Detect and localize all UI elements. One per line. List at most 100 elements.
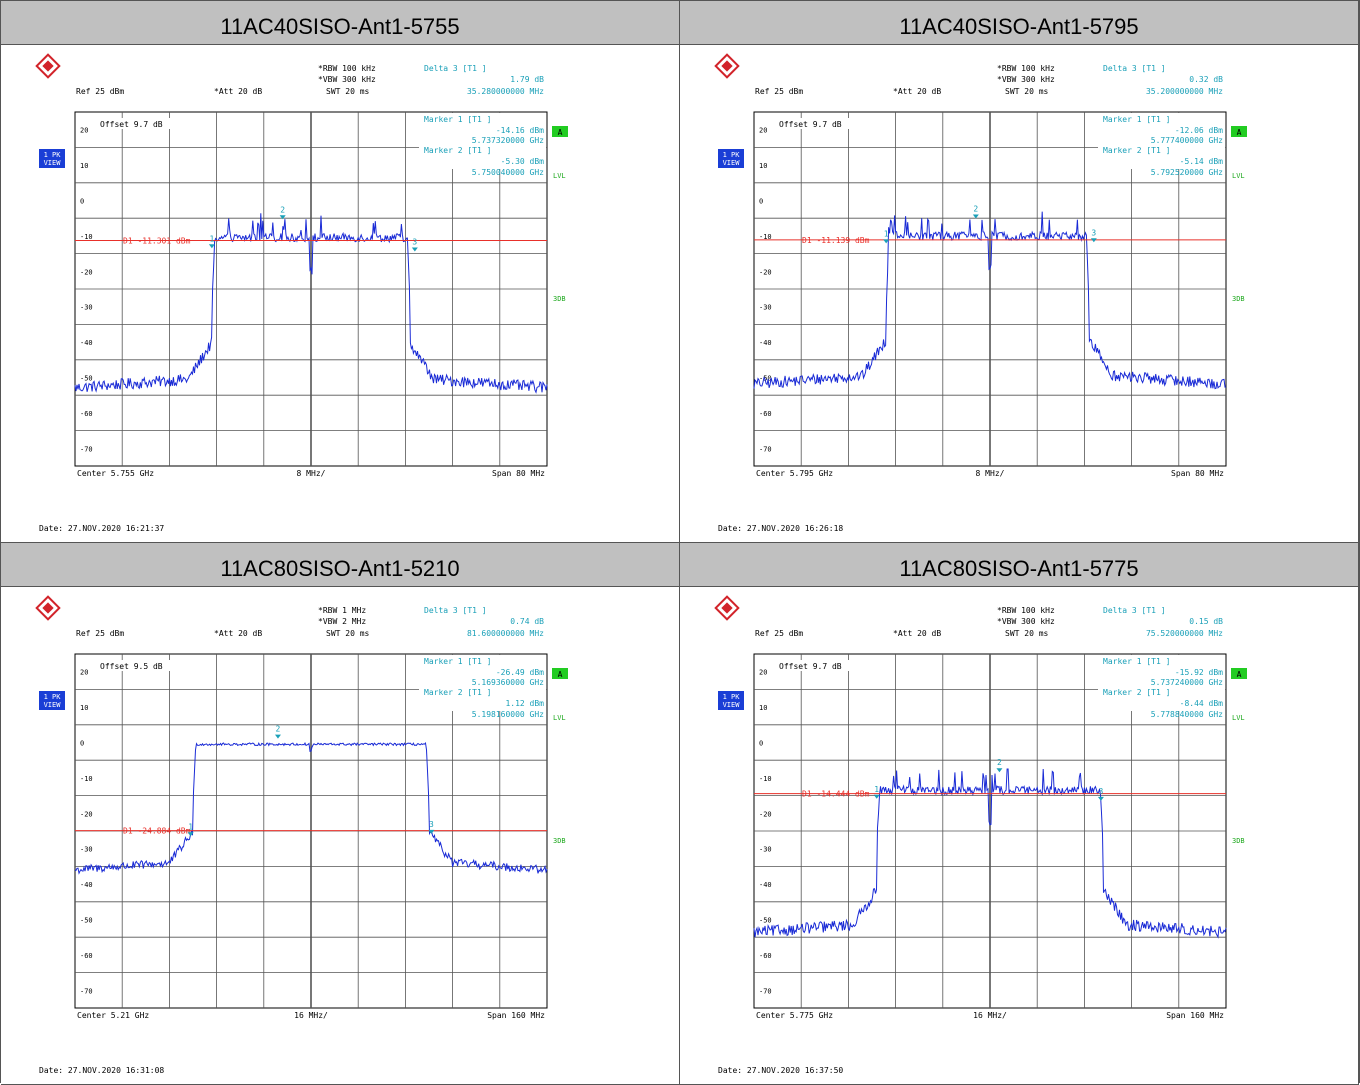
date-label: Date: 27.NOV.2020 16:31:08 xyxy=(39,1066,164,1075)
lvl-label: LVL xyxy=(1232,172,1245,180)
marker-triangle-icon xyxy=(996,768,1003,773)
rbw-label: *RBW 100 kHz xyxy=(997,64,1055,73)
sweep-time-label: SWT 20 ms xyxy=(1005,629,1049,638)
y-tick-label: -30 xyxy=(759,304,772,312)
marker-number: 3 xyxy=(1091,228,1096,237)
delta-marker-label: Delta 3 [T1 ] xyxy=(1103,606,1166,615)
a-badge-label: A xyxy=(1237,128,1242,137)
y-tick-label: 20 xyxy=(80,669,88,677)
y-tick-label: -70 xyxy=(759,987,772,995)
chart-panel: 11AC40SISO-Ant1-5755 Ref 25 dBm *Att 20 d… xyxy=(1,1,680,543)
marker2-freq: 5.750040000 GHz xyxy=(472,168,544,177)
sweep-time-label: SWT 20 ms xyxy=(1005,87,1049,96)
a-badge xyxy=(1231,668,1247,679)
trace-badge xyxy=(718,691,744,710)
y-tick-label: -40 xyxy=(80,881,93,889)
lvl-label: LVL xyxy=(553,714,566,722)
y-tick-label: -20 xyxy=(80,810,93,818)
db3-label: 3DB xyxy=(553,837,566,845)
y-tick-label: -20 xyxy=(80,268,93,276)
marker2-freq: 5.198160000 GHz xyxy=(472,710,544,719)
offset-box xyxy=(97,660,201,671)
display-line-label: D1 -11.301 dBm xyxy=(123,237,191,246)
delta-marker-value: 0.15 dB xyxy=(1189,617,1223,626)
y-tick-label: -40 xyxy=(80,339,93,347)
y-tick-label: -60 xyxy=(80,410,93,418)
attenuation-label: *Att 20 dB xyxy=(214,87,262,96)
y-tick-label: -70 xyxy=(80,445,93,453)
marker1-level: -15.92 dBm xyxy=(1175,668,1223,677)
marker2-freq: 5.778840000 GHz xyxy=(1151,710,1223,719)
a-badge-label: A xyxy=(558,128,563,137)
y-tick-label: -70 xyxy=(759,445,772,453)
marker2-level: -8.44 dBm xyxy=(1180,699,1224,708)
vbw-label: *VBW 300 kHz xyxy=(997,75,1055,84)
y-tick-label: -60 xyxy=(80,952,93,960)
display-line-label: D1 -14.444 dBm xyxy=(802,790,870,799)
marker2-label: Marker 2 [T1 ] xyxy=(1103,146,1170,155)
marker2-label: Marker 2 [T1 ] xyxy=(424,688,491,697)
y-tick-label: 10 xyxy=(759,704,767,712)
trace-badge-view: VIEW xyxy=(723,159,741,167)
marker1-level: -26.49 dBm xyxy=(496,668,544,677)
y-tick-label: -10 xyxy=(759,233,772,241)
chart-panel: 11AC80SISO-Ant1-5775 Ref 25 dBm *Att 20 d… xyxy=(680,543,1359,1085)
marker1-label: Marker 1 [T1 ] xyxy=(424,657,491,666)
marker-number: 1 xyxy=(874,785,879,794)
marker-number: 1 xyxy=(188,822,193,831)
marker1-freq: 5.737240000 GHz xyxy=(1151,678,1223,687)
delta-marker-label: Delta 3 [T1 ] xyxy=(1103,64,1166,73)
rohde-schwarz-logo-icon xyxy=(714,53,740,79)
marker-triangle-icon xyxy=(187,832,194,837)
marker2-label: Marker 2 [T1 ] xyxy=(424,146,491,155)
y-tick-label: -60 xyxy=(759,410,772,418)
y-tick-label: -30 xyxy=(80,846,93,854)
marker2-level: -5.14 dBm xyxy=(1180,157,1224,166)
trace-badge xyxy=(39,149,65,168)
db3-label: 3DB xyxy=(553,295,566,303)
y-tick-label: -70 xyxy=(80,987,93,995)
offset-label: Offset 9.5 dB xyxy=(100,662,163,671)
rbw-label: *RBW 100 kHz xyxy=(997,606,1055,615)
date-label: Date: 27.NOV.2020 16:37:50 xyxy=(718,1066,843,1075)
a-badge-label: A xyxy=(558,670,563,679)
display-line-label: D1 -11.139 dBm xyxy=(802,236,870,245)
rohde-schwarz-logo-icon xyxy=(35,595,61,621)
attenuation-label: *Att 20 dB xyxy=(893,87,941,96)
delta-marker-freq: 35.280000000 MHz xyxy=(467,87,544,96)
delta-marker-freq: 81.600000000 MHz xyxy=(467,629,544,638)
freq-div-label: 8 MHz/ xyxy=(297,469,326,478)
freq-div-label: 8 MHz/ xyxy=(976,469,1005,478)
delta-marker-value: 0.32 dB xyxy=(1189,75,1223,84)
y-tick-label: -60 xyxy=(759,952,772,960)
date-label: Date: 27.NOV.2020 16:21:37 xyxy=(39,524,164,533)
rohde-schwarz-logo-icon xyxy=(35,53,61,79)
y-tick-label: 0 xyxy=(80,740,84,748)
center-freq-label: Center 5.21 GHz xyxy=(77,1011,149,1020)
y-tick-label: -50 xyxy=(759,917,772,925)
delta-marker-value: 0.74 dB xyxy=(510,617,544,626)
offset-label: Offset 9.7 dB xyxy=(100,120,163,129)
marker-triangle-icon xyxy=(208,244,215,249)
span-label: Span 80 MHz xyxy=(492,469,545,478)
delta-marker-value: 1.79 dB xyxy=(510,75,544,84)
ref-level-label: Ref 25 dBm xyxy=(755,87,803,96)
offset-box xyxy=(776,118,880,129)
y-tick-label: 0 xyxy=(80,198,84,206)
sweep-time-label: SWT 20 ms xyxy=(326,87,370,96)
y-tick-label: -10 xyxy=(80,775,93,783)
attenuation-label: *Att 20 dB xyxy=(893,629,941,638)
marker-number: 2 xyxy=(997,758,1002,767)
y-tick-label: 10 xyxy=(759,162,767,170)
y-tick-label: 10 xyxy=(80,162,88,170)
spectrum-trace xyxy=(753,211,1226,390)
marker2-freq: 5.792520000 GHz xyxy=(1151,168,1223,177)
marker1-level: -12.06 dBm xyxy=(1175,126,1223,135)
spectrum-plot: Ref 25 dBm *Att 20 dB *RBW 100 kHz *VBW 300… xyxy=(714,53,1247,533)
db3-label: 3DB xyxy=(1232,295,1245,303)
marker-number: 2 xyxy=(280,205,285,214)
y-tick-label: 0 xyxy=(759,198,763,206)
marker-number: 2 xyxy=(276,725,281,734)
marker-number: 1 xyxy=(884,229,889,238)
marker-triangle-icon xyxy=(873,794,880,799)
